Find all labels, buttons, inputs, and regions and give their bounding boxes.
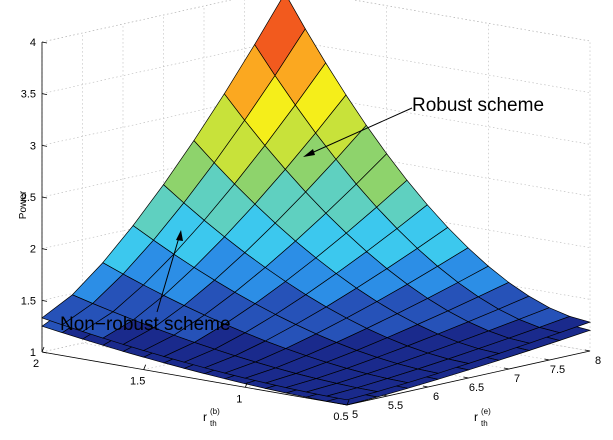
annotation-robust-arrowhead xyxy=(303,149,315,157)
z-tick-mark-1 xyxy=(41,299,48,302)
y-axis-label-sub: th xyxy=(481,419,488,428)
grid-y-3 xyxy=(163,15,469,379)
y-tick-label-5: 7.5 xyxy=(550,364,565,376)
x-tick-label-1: 1 xyxy=(236,393,242,405)
y-tick-label-2: 6 xyxy=(433,391,439,403)
y-tick-mark-6 xyxy=(584,349,591,352)
x-tick-mark-2 xyxy=(143,364,147,370)
axes: 1 1.5 2 2.5 3 3.5 4 0.5 1 1.5 2 5 5.5 6 6.5 7 7.5 8 xyxy=(21,37,601,423)
y-tick-label-0: 5 xyxy=(352,409,358,421)
z-tick-label-1: 1.5 xyxy=(21,295,36,307)
annotation-nonrobust-arrow xyxy=(156,233,181,313)
z-tick-label-3: 2.5 xyxy=(21,192,36,204)
annotation-robust-text: Robust scheme xyxy=(412,95,544,116)
annotation-robust: Robust scheme xyxy=(303,95,544,157)
x-tick-label-3: 2 xyxy=(33,358,39,370)
z-tick-mark-3 xyxy=(41,196,48,199)
y-tick-mark-2 xyxy=(422,385,429,388)
z-tick-mark-5 xyxy=(41,93,48,96)
y-tick-mark-5 xyxy=(544,358,550,361)
y-tick-label-6: 8 xyxy=(595,355,601,367)
grid-z-6 xyxy=(41,0,591,43)
grid-top-edge xyxy=(41,0,591,43)
surface-facet-s0-14-0 xyxy=(326,387,378,401)
z-tick-label-4: 3 xyxy=(30,140,36,152)
y-tick-mark-1 xyxy=(382,394,388,397)
surface-facets xyxy=(41,0,592,406)
z-tick-mark-0 xyxy=(41,351,48,354)
z-tick-label-2: 2 xyxy=(30,244,36,256)
y-tick-mark-4 xyxy=(503,367,510,370)
grid-y-1 xyxy=(82,33,388,397)
y-tick-label-3: 6.5 xyxy=(469,382,484,394)
x-axis-label: r th (b) xyxy=(203,407,220,428)
y-axis-label-main: r xyxy=(474,410,478,424)
z-tick-label-0: 1 xyxy=(30,347,36,359)
x-tick-mark-1 xyxy=(244,382,248,388)
x-tick-label-2: 1.5 xyxy=(130,376,145,388)
y-tick-label-4: 7 xyxy=(514,373,520,385)
annotation-nonrobust-arrowhead xyxy=(176,230,183,241)
z-tick-mark-2 xyxy=(41,248,48,251)
z-tick-label-5: 3.5 xyxy=(21,89,36,101)
x-axis-line xyxy=(41,351,348,406)
annotation-nonrobust: Non−robust scheme xyxy=(60,230,231,335)
y-tick-mark-0 xyxy=(341,403,348,406)
x-axis-label-main: r xyxy=(203,410,207,424)
y-axis-label: r th (e) xyxy=(474,407,491,428)
z-axis-label: Power xyxy=(18,190,29,219)
x-axis-label-sup: (b) xyxy=(210,407,220,416)
x-tick-mark-0 xyxy=(346,399,350,406)
y-tick-mark-3 xyxy=(463,376,469,379)
grid-y-2 xyxy=(122,24,429,388)
y-axis-label-sup: (e) xyxy=(481,407,491,416)
z-tick-mark-4 xyxy=(41,144,48,147)
z-tick-mark-6 xyxy=(41,41,48,44)
annotation-robust-arrow xyxy=(306,107,413,156)
x-axis-label-sub: th xyxy=(210,419,217,428)
x-tick-label-0: 0.5 xyxy=(333,411,348,423)
x-tick-mark-3 xyxy=(41,346,45,353)
annotation-nonrobust-text: Non−robust scheme xyxy=(60,314,231,335)
z-tick-label-6: 4 xyxy=(30,37,36,49)
grid-y-4 xyxy=(203,6,510,370)
y-tick-label-1: 5.5 xyxy=(388,400,403,412)
